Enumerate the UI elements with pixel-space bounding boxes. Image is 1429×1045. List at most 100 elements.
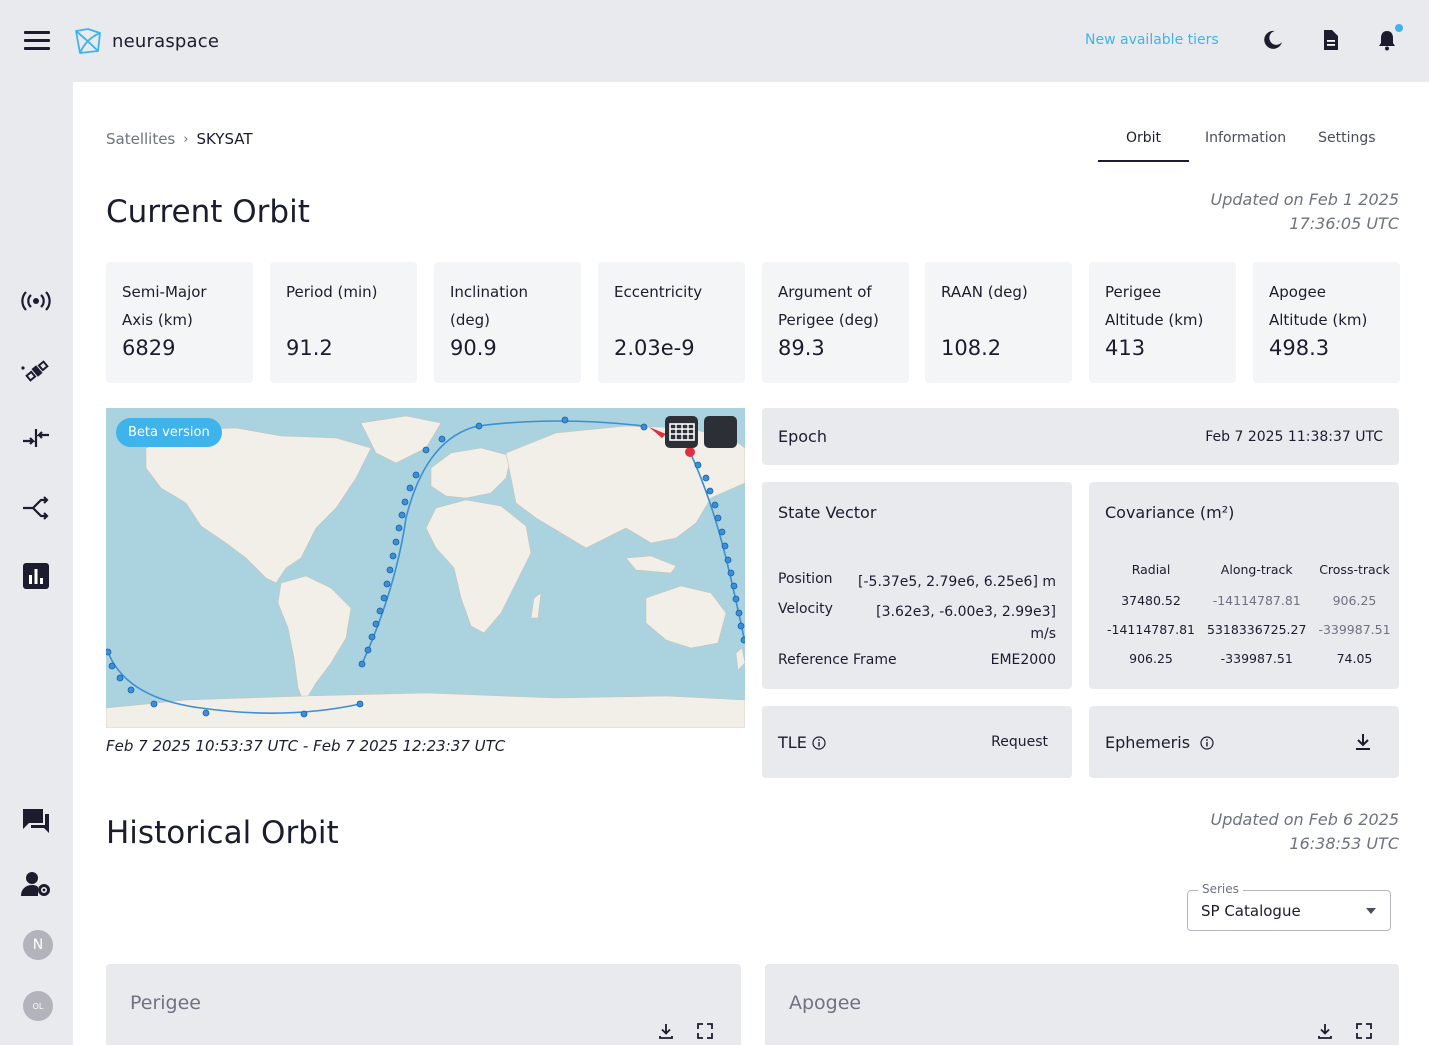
user-settings-icon	[21, 872, 50, 896]
tab-information[interactable]: Information	[1205, 130, 1287, 146]
kpi-value: 413	[1105, 336, 1146, 360]
position-value: [-5.37e5, 2.79e6, 6.25e6] m	[858, 574, 1056, 590]
covariance-card: Covariance (m²) Radial Along-track Cross…	[1089, 482, 1399, 689]
kpi-period: Period (min) 91.2	[270, 262, 417, 383]
historical-orbit-updated: Updated on Feb 6 2025 16:38:53 UTC	[1211, 808, 1399, 856]
kpi-label: Period (min)	[286, 283, 378, 301]
kpi-label: Semi-Major Axis (km)	[122, 283, 207, 329]
table-row: 37480.52 -14114787.81 906.25	[1101, 586, 1397, 615]
neuraspace-logo-icon	[75, 28, 101, 54]
bar-chart-icon	[23, 563, 49, 589]
info-icon[interactable]	[812, 736, 826, 750]
tle-request-button[interactable]: Request	[991, 734, 1048, 750]
tab-settings[interactable]: Settings	[1318, 130, 1376, 146]
kpi-value: 90.9	[450, 336, 497, 360]
cov-cell: 906.25	[1332, 593, 1377, 608]
series-select-value: SP Catalogue	[1201, 902, 1301, 920]
perigee-chart-card: Perigee	[106, 964, 741, 1045]
apogee-chart-card: Apogee	[765, 964, 1399, 1045]
user-avatar[interactable]: OL	[23, 991, 53, 1021]
cov-cell: -339987.51	[1220, 651, 1293, 666]
position-row: Position [-5.37e5, 2.79e6, 6.25e6] m	[778, 571, 1056, 593]
sidebar-item-maneuvers[interactable]	[20, 492, 52, 524]
tle-label: TLE	[778, 733, 807, 752]
cov-header-cross-track: Cross-track	[1319, 562, 1390, 577]
cov-cell: 74.05	[1336, 651, 1373, 666]
document-icon[interactable]	[1318, 28, 1342, 52]
fullscreen-icon[interactable]	[1355, 1022, 1373, 1040]
covariance-table: Radial Along-track Cross-track 37480.52 …	[1101, 562, 1397, 673]
sidebar-item-analytics[interactable]	[20, 560, 52, 592]
cov-header-radial: Radial	[1131, 562, 1171, 577]
download-icon[interactable]	[657, 1022, 675, 1040]
ephemeris-label: Ephemeris	[1105, 733, 1191, 752]
kpi-value: 498.3	[1269, 336, 1330, 360]
brand-logo[interactable]: neuraspace	[72, 25, 219, 57]
kpi-apogee-altitude: Apogee Altitude (km) 498.3	[1253, 262, 1400, 383]
world-map	[106, 415, 745, 728]
sidebar-item-conjunctions[interactable]	[20, 422, 52, 454]
cov-header-along-track: Along-track	[1220, 562, 1293, 577]
sidebar-item-chat[interactable]	[20, 805, 52, 837]
map-grid-toggle[interactable]	[665, 416, 698, 448]
sidebar: N OL	[0, 82, 73, 1045]
map-layer-toggle[interactable]	[704, 416, 737, 448]
kpi-inclination: Inclination (deg) 90.9	[434, 262, 581, 383]
covariance-title: Covariance (m²)	[1105, 503, 1235, 522]
updated-date: Updated on Feb 1 2025	[1210, 190, 1399, 209]
breadcrumb-satellites[interactable]: Satellites	[106, 130, 176, 148]
sidebar-item-sensors[interactable]	[20, 285, 52, 317]
breadcrumb: Satellites › SKYSAT	[106, 130, 253, 148]
updated-date: Updated on Feb 6 2025	[1210, 810, 1399, 829]
sidebar-item-user-settings[interactable]	[20, 868, 52, 900]
menu-icon[interactable]	[24, 31, 50, 51]
download-icon[interactable]	[1316, 1022, 1334, 1040]
breadcrumb-separator: ›	[183, 131, 189, 147]
velocity-row: Velocity [3.62e3, -6.00e3, 2.99e3] m/s	[778, 601, 1056, 645]
kpi-label: RAAN (deg)	[941, 283, 1028, 301]
notification-bell-icon[interactable]	[1375, 28, 1399, 52]
fullscreen-icon[interactable]	[696, 1022, 714, 1040]
kpi-label: Apogee Altitude (km)	[1269, 283, 1368, 329]
tle-card: TLE Request	[762, 706, 1072, 778]
new-tiers-link[interactable]: New available tiers	[1085, 32, 1219, 48]
kpi-label: Perigee Altitude (km)	[1105, 283, 1204, 329]
series-select[interactable]: Series SP Catalogue	[1187, 882, 1391, 931]
arrows-converge-icon	[23, 429, 49, 447]
dark-mode-icon[interactable]	[1261, 28, 1285, 52]
updated-time: 17:36:05 UTC	[1289, 214, 1399, 233]
info-icon[interactable]	[1200, 736, 1214, 750]
velocity-vector: [3.62e3, -6.00e3, 2.99e3]	[876, 604, 1056, 620]
reference-frame-label: Reference Frame	[778, 652, 897, 668]
ephemeris-card: Ephemeris	[1089, 706, 1399, 778]
tabs: Orbit Information Settings	[1098, 120, 1392, 162]
apogee-chart-title: Apogee	[789, 992, 862, 1014]
reference-frame-value: EME2000	[990, 652, 1056, 668]
beta-badge: Beta version	[116, 418, 222, 447]
velocity-label: Velocity	[778, 601, 833, 617]
state-vector-card: State Vector Position [-5.37e5, 2.79e6, …	[762, 482, 1072, 689]
kpi-label: Inclination (deg)	[450, 283, 528, 329]
epoch-card: Epoch Feb 7 2025 11:38:37 UTC	[762, 408, 1399, 465]
organization-avatar[interactable]: N	[23, 930, 53, 960]
kpi-value: 6829	[122, 336, 176, 360]
ground-track-map[interactable]: Beta version	[106, 408, 745, 728]
grid-icon	[668, 423, 695, 441]
state-vector-title: State Vector	[778, 503, 877, 522]
velocity-unit: m/s	[1030, 626, 1056, 642]
cov-cell: 37480.52	[1121, 593, 1181, 608]
series-select-label: Series	[1198, 882, 1243, 896]
historical-orbit-title: Historical Orbit	[106, 815, 339, 851]
broadcast-icon	[21, 291, 51, 311]
sidebar-item-satellites[interactable]	[20, 354, 52, 386]
kpi-label: Argument of Perigee (deg)	[778, 283, 879, 329]
updated-time: 16:38:53 UTC	[1289, 834, 1399, 853]
satellite-icon	[21, 360, 49, 382]
top-bar: neuraspace New available tiers	[0, 0, 1429, 82]
kpi-perigee-altitude: Perigee Altitude (km) 413	[1089, 262, 1236, 383]
cov-cell: 5318336725.27	[1207, 622, 1307, 637]
perigee-chart-title: Perigee	[130, 992, 201, 1014]
tab-orbit[interactable]: Orbit	[1098, 120, 1190, 162]
chat-icon	[23, 809, 49, 833]
download-icon[interactable]	[1355, 733, 1371, 751]
